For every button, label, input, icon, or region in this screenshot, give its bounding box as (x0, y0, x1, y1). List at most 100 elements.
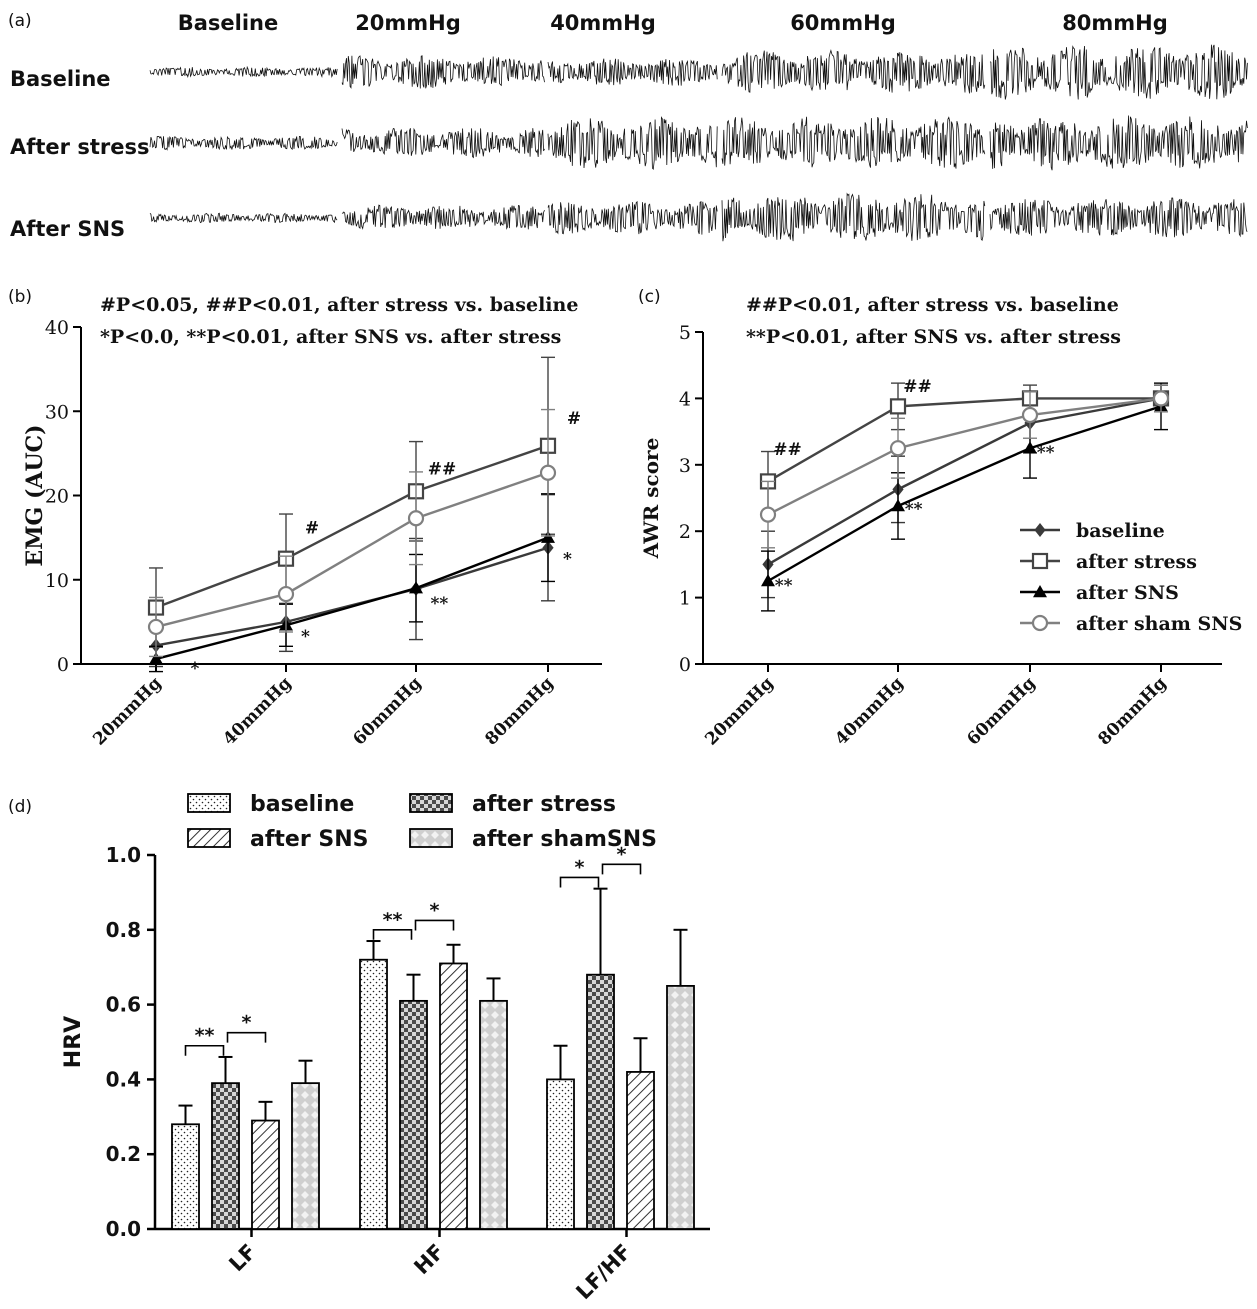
significance-label: * (617, 843, 627, 865)
series-after-sham-sns (147, 408, 557, 658)
emg-trace-r0-c0 (149, 65, 338, 79)
significance-annotation: * (563, 550, 572, 570)
y-tick-label: 0.0 (106, 1217, 141, 1241)
x-tick-label: LF (224, 1240, 261, 1277)
legend-label-baseline: baseline (250, 792, 354, 817)
panel-a-traces: (a) Baseline 20mmHg 40mmHg 60mmHg 80mmHg… (8, 11, 1248, 242)
x-tick-label: 40mmHg (219, 673, 295, 749)
series-line-after-stress (767, 397, 1161, 483)
series-after-sham-sns (759, 384, 1170, 549)
data-point-after-sham-sns (539, 464, 557, 481)
emg-trace-r2-c2 (547, 200, 718, 235)
x-tick-label: 80mmHg (1094, 673, 1170, 749)
x-tick-label: 60mmHg (963, 673, 1039, 749)
significance-label: * (242, 1012, 252, 1034)
significance-label: * (430, 899, 440, 921)
panel-c-label: (c) (638, 287, 661, 307)
x-tick-label: 40mmHg (831, 673, 907, 749)
panel-d-label: (d) (8, 797, 32, 817)
bar-after-sns-lf (251, 1119, 280, 1230)
panel-a-label: (a) (8, 11, 32, 31)
bar-after-sns-lf-hf (626, 1071, 655, 1230)
emg-trace-r0-c4 (989, 44, 1248, 100)
panel-b-label: (b) (8, 287, 32, 307)
data-point-after-sns (149, 651, 163, 665)
emg-trace-r2-c0 (149, 212, 338, 224)
series-baseline (171, 940, 575, 1230)
x-tick-label: 80mmHg (481, 673, 557, 749)
legend-label-after-shamsns: after shamSNS (472, 827, 657, 852)
emg-traces (149, 44, 1248, 242)
legend-swatch-after-sns (187, 828, 231, 848)
y-tick-label: 4 (679, 388, 691, 410)
emg-trace-r1-c1 (341, 127, 545, 159)
emg-trace-r0-c1 (341, 55, 545, 89)
bar-baseline-lf (171, 1123, 200, 1230)
bar-after-shamsns-hf (479, 999, 508, 1230)
emg-trace-r1-c3 (721, 116, 986, 169)
data-point-after-sham-sns (407, 510, 425, 527)
column-label-80mmhg: 80mmHg (1062, 11, 1168, 35)
legend-marker-after-stress (1031, 552, 1049, 570)
bar-after-shamsns-lf-hf (666, 985, 695, 1230)
data-point-after-sham-sns (147, 618, 165, 636)
bar-after-sns-hf (439, 962, 468, 1230)
bar-after-stress-hf (399, 999, 428, 1230)
column-label-baseline: Baseline (178, 11, 279, 35)
panel-b-note-2: *P<0.0, **P<0.01, after SNS vs. after st… (100, 326, 561, 348)
series-after-shamsns (291, 928, 695, 1230)
legend-label-after-stress: after stress (1076, 551, 1197, 573)
chart-b: 0 10 20 30 40 20mmHg 40mmHg 60mmHg 80mmHg EMG (AU… (22, 317, 602, 749)
y-tick-label: 0 (679, 654, 691, 676)
y-tick-label: 2 (679, 521, 691, 543)
bar-after-stress-lf-hf (586, 973, 615, 1230)
x-tick-label: 60mmHg (349, 673, 425, 749)
significance-annotation: * (191, 659, 200, 679)
bar-after-stress-lf (211, 1082, 240, 1230)
data-point-after-sham-sns (1021, 406, 1039, 424)
legend: baseline after stress after SNS after sham … (1020, 520, 1242, 635)
series-after-sns (251, 943, 655, 1230)
y-tick-label: 1 (679, 588, 691, 610)
y-tick-label: 0.6 (106, 993, 141, 1017)
emg-trace-r0-c3 (721, 49, 986, 94)
series-line-after-sham-sns (767, 397, 1162, 516)
emg-trace-r2-c3 (721, 192, 986, 242)
legend-label-baseline: baseline (1076, 520, 1165, 542)
column-label-40mmhg: 40mmHg (550, 11, 656, 35)
emg-trace-r2-c4 (989, 197, 1248, 238)
bar-after-shamsns-lf (291, 1082, 320, 1230)
series-after-stress (211, 887, 615, 1230)
y-tick-label: 0 (57, 654, 69, 676)
significance-label: ** (195, 1025, 215, 1047)
legend-swatch-baseline (187, 793, 231, 813)
panel-b-note-1: #P<0.05, ##P<0.01, after stress vs. base… (100, 294, 578, 316)
y-tick-label: 0.8 (106, 918, 141, 942)
y-tick-label: 30 (45, 401, 69, 423)
significance-annotation: ** (905, 500, 923, 520)
legend-marker-after-sham-sns (1031, 614, 1049, 632)
significance-label: * (575, 856, 585, 878)
significance-annotation: ** (775, 576, 793, 596)
data-point-after-sns (761, 574, 775, 587)
series-line-after-sns (767, 405, 1162, 583)
legend-swatch-after-shamsns (409, 828, 453, 848)
y-tick-label: 20 (45, 486, 69, 508)
emg-trace-r2-c1 (341, 204, 545, 230)
significance-annotation: ## (903, 377, 932, 397)
series-after-sns (761, 382, 1168, 612)
y-tick-label: 3 (679, 455, 691, 477)
row-label-after-stress: After stress (10, 135, 149, 159)
series-after-sns (149, 493, 555, 673)
significance-bracket (184, 1044, 225, 1056)
legend-swatch-after-stress (409, 793, 453, 813)
x-tick-label: HF (409, 1240, 449, 1280)
emg-trace-r0-c2 (547, 58, 718, 86)
x-tick-label: LF/HF (571, 1240, 636, 1305)
significance-bracket (559, 876, 600, 888)
significance-bracket (226, 1031, 267, 1043)
y-tick-label: 5 (679, 322, 691, 344)
y-axis-label: HRV (61, 1016, 86, 1068)
